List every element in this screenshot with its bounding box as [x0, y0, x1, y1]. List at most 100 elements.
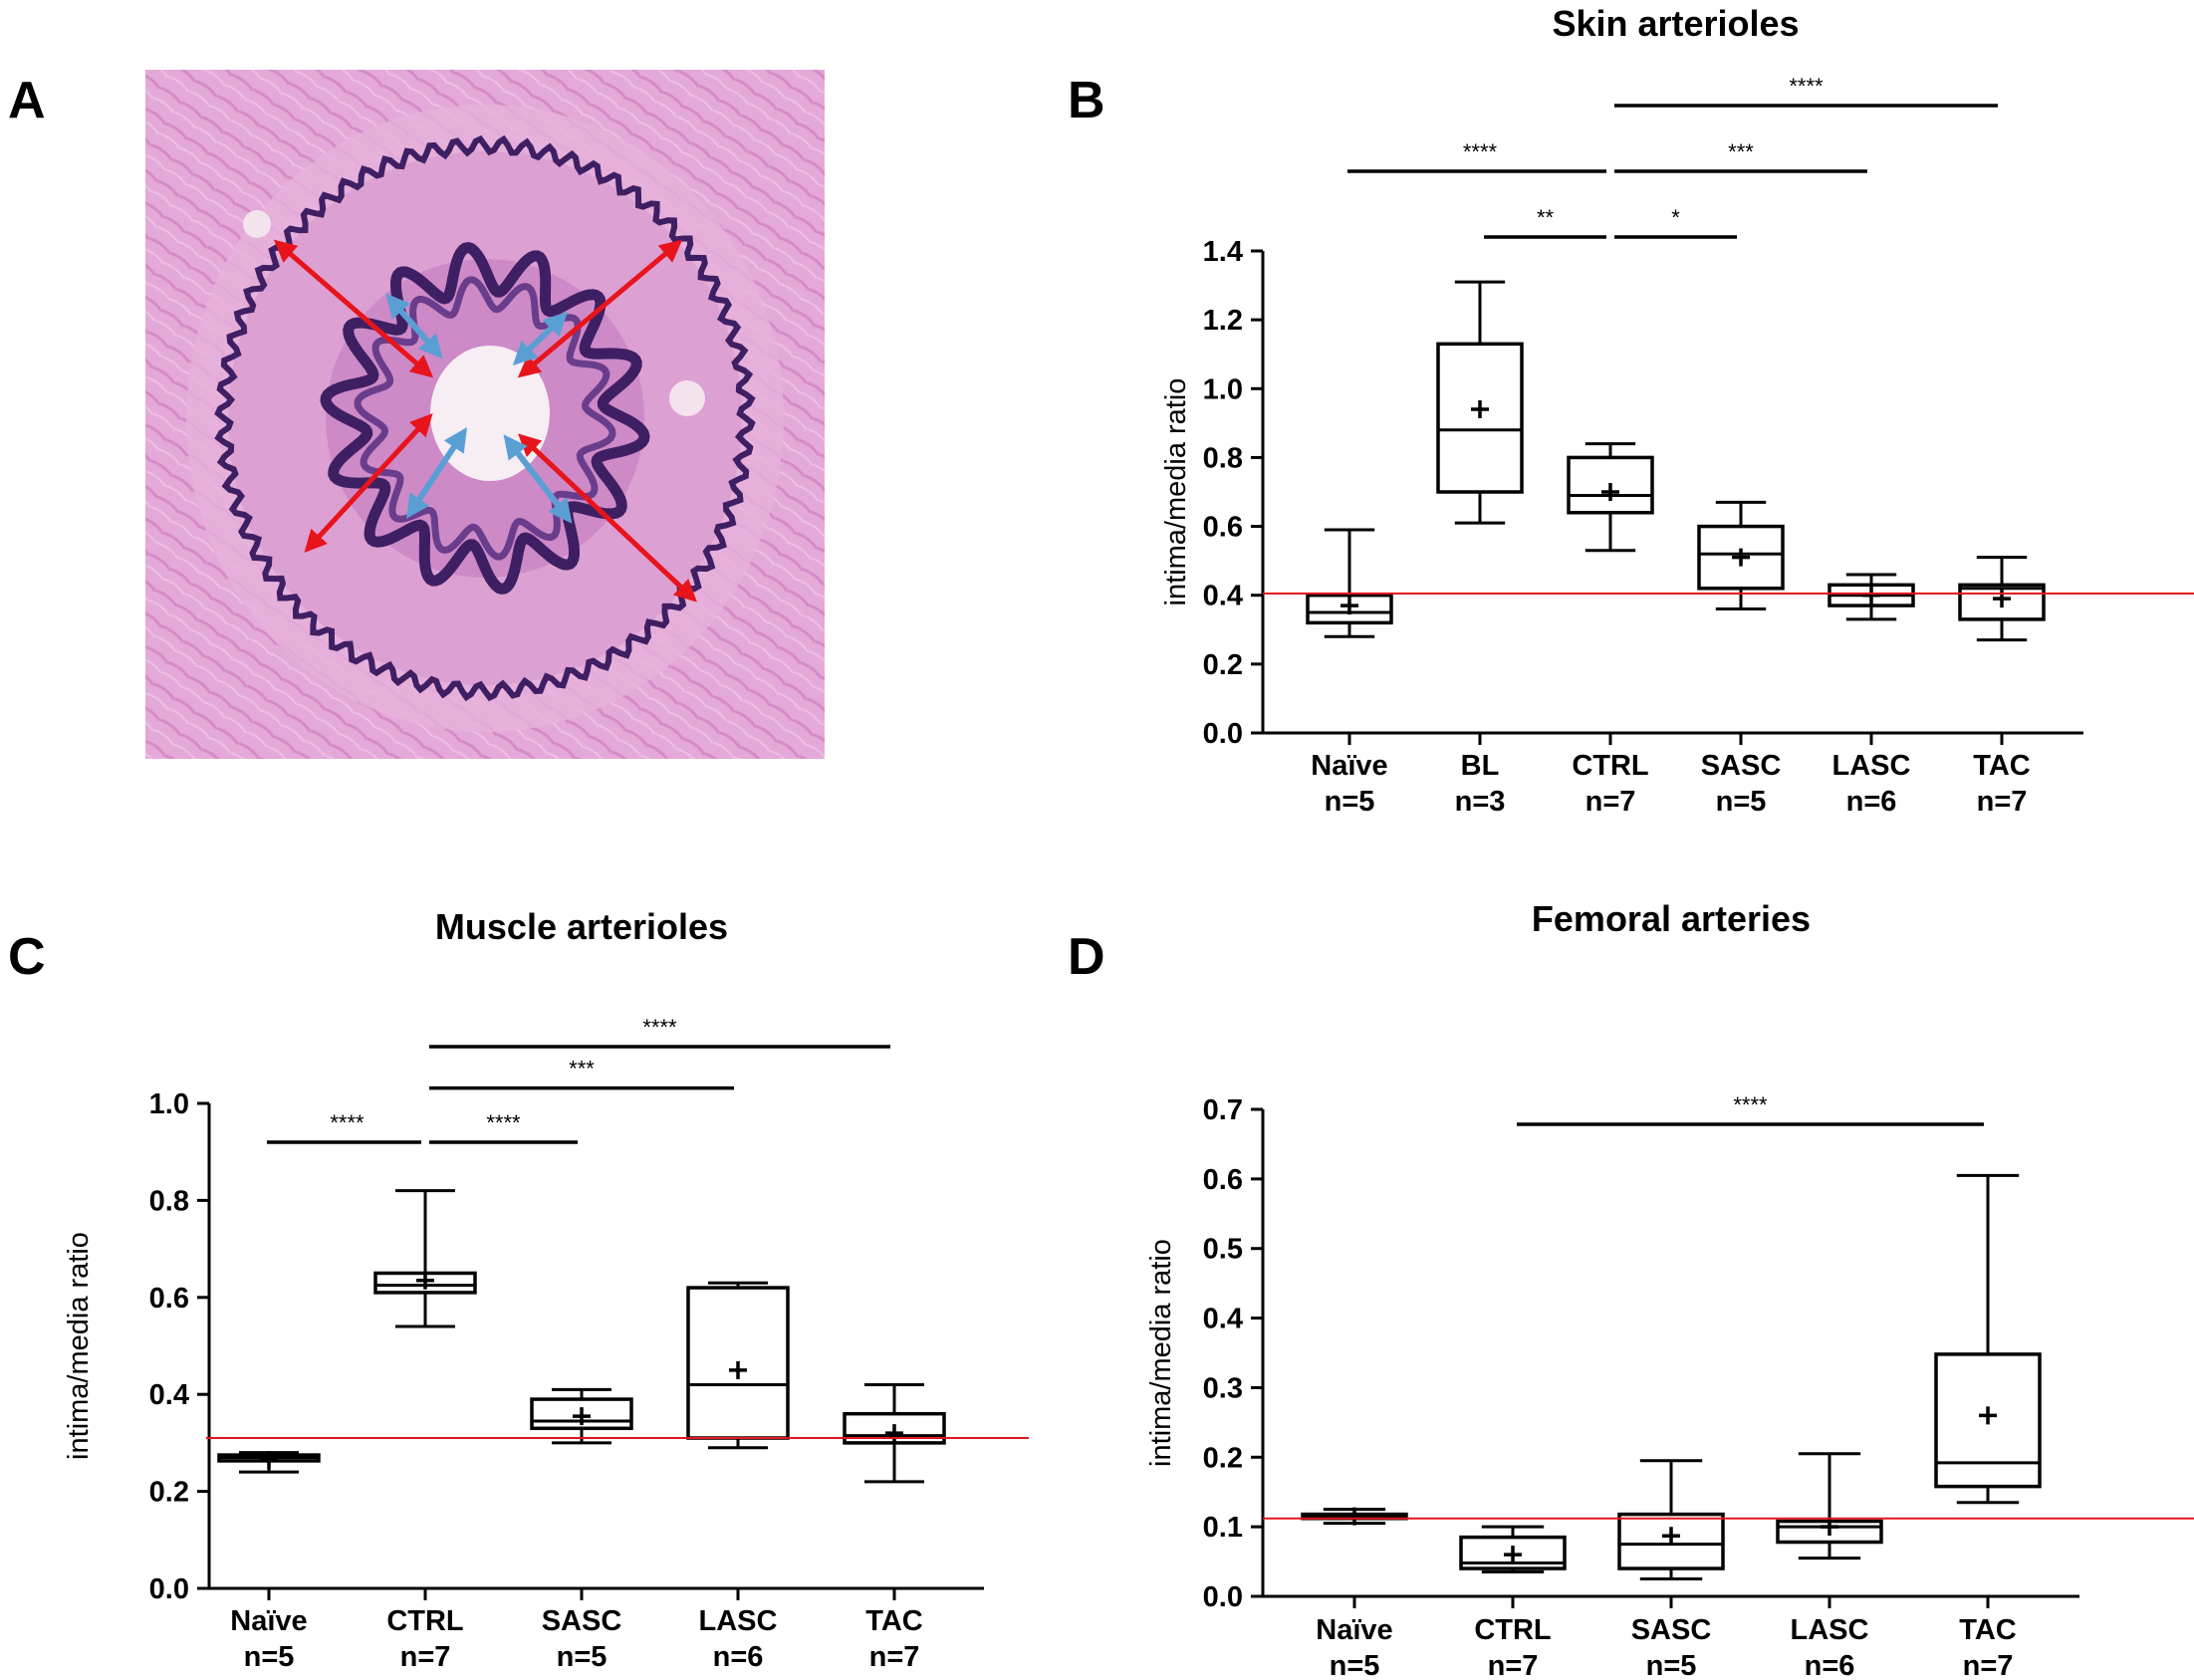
y-tick-label: 0.4 [1203, 581, 1243, 612]
category-n-label: n=7 [1488, 1650, 1539, 1680]
mean-marker [1471, 400, 1489, 419]
y-tick-label: 0.4 [149, 1379, 189, 1411]
mean-marker [1345, 1507, 1363, 1526]
significance-label: ** [1537, 205, 1555, 230]
y-tick-label: 1.2 [1203, 305, 1243, 337]
category-label: SASC [1631, 1614, 1712, 1646]
category-label: Naïve [230, 1605, 307, 1637]
category-label: CTRL [1474, 1614, 1551, 1646]
category-n-label: n=5 [1330, 1650, 1380, 1680]
category-label: BL [1461, 750, 1500, 782]
significance-label: **** [1789, 74, 1824, 99]
y-tick-label: 0.2 [1203, 1442, 1243, 1474]
chart-femoral-arteries: Femoral arteries intima/media ratio 0.0 0.1… [1145, 898, 2194, 1680]
category-label: CTRL [1572, 750, 1648, 782]
significance-label: **** [642, 1015, 677, 1040]
chart-title: Muscle arterioles [435, 906, 728, 947]
y-tick-label: 0.5 [1203, 1234, 1243, 1266]
y-tick-label: 0.2 [1203, 649, 1243, 681]
significance-label: **** [330, 1110, 365, 1135]
category-n-label: n=7 [1963, 1650, 2014, 1680]
y-tick-label: 0.7 [1203, 1094, 1243, 1126]
box-lasc [1828, 573, 1915, 621]
y-tick-label: 1.0 [1203, 373, 1243, 405]
category-label: TAC [1973, 750, 2031, 782]
category-label: LASC [1832, 750, 1911, 782]
category-n-label: n=6 [1846, 786, 1897, 818]
box-bl [1436, 280, 1524, 525]
mean-marker [729, 1360, 747, 1379]
category-label: SASC [542, 1605, 622, 1637]
category-label: SASC [1701, 750, 1782, 782]
box-ctrl [1567, 442, 1654, 553]
category-n-label: n=5 [1716, 786, 1767, 818]
mean-marker [1732, 548, 1750, 567]
y-tick-label: 0.3 [1203, 1372, 1243, 1404]
category-n-label: n=5 [1325, 786, 1375, 818]
significance-label: *** [1728, 139, 1754, 164]
y-tick-label: 0.0 [1203, 718, 1243, 750]
histology-image [145, 70, 825, 759]
category-n-label: n=7 [400, 1641, 451, 1673]
mean-marker [1662, 1527, 1680, 1546]
chart-title: Skin arterioles [1552, 3, 1799, 44]
mean-marker [1341, 597, 1358, 615]
category-n-label: n=7 [1585, 786, 1636, 818]
vessel-small-2 [243, 210, 271, 238]
panel-label-a: A [8, 72, 46, 129]
y-tick-label: 0.0 [1203, 1581, 1243, 1613]
mean-marker [1862, 586, 1880, 604]
mean-marker [260, 1450, 278, 1469]
y-tick-label: 0.6 [1203, 512, 1243, 544]
category-label: Naïve [1316, 1614, 1392, 1646]
category-n-label: n=7 [1977, 786, 2028, 818]
y-tick-label: 0.0 [149, 1573, 189, 1605]
chart-muscle-arterioles: Muscle arterioles intima/media ratio 0.0 0.… [63, 906, 1029, 1673]
box-tac [843, 1382, 946, 1484]
mean-marker [1821, 1518, 1838, 1537]
panel-label-c: C [8, 928, 46, 986]
panel-label-d: D [1068, 928, 1105, 986]
box-naïve [217, 1450, 321, 1474]
mean-marker [416, 1271, 434, 1290]
y-tick-label: 1.4 [1203, 236, 1243, 268]
category-label: TAC [1959, 1614, 2017, 1646]
category-n-label: n=6 [713, 1641, 764, 1673]
significance-label: * [1671, 205, 1680, 230]
category-n-label: n=3 [1455, 786, 1506, 818]
category-n-label: n=5 [1646, 1650, 1697, 1680]
mean-marker [1979, 1406, 1997, 1425]
category-n-label: n=7 [869, 1641, 920, 1673]
intima-thickness-arrow-1 [512, 311, 569, 366]
y-tick-label: 0.2 [149, 1477, 189, 1509]
category-label: Naïve [1311, 750, 1387, 782]
significance-label: *** [569, 1057, 595, 1081]
significance-label: **** [1733, 1092, 1768, 1117]
category-label: CTRL [386, 1605, 463, 1637]
mean-marker [1504, 1546, 1522, 1564]
y-axis-label: intima/media ratio [1145, 1239, 1177, 1467]
chart-title: Femoral arteries [1532, 898, 1811, 939]
box-ctrl [1459, 1525, 1567, 1574]
box-sasc [1697, 500, 1785, 611]
category-label: LASC [1791, 1614, 1869, 1646]
y-tick-label: 1.0 [149, 1088, 189, 1120]
box-naïve [1301, 1507, 1408, 1526]
significance-label: **** [1463, 139, 1498, 164]
y-axis-label: intima/media ratio [63, 1232, 95, 1460]
box-sasc [1617, 1459, 1725, 1581]
category-n-label: n=5 [244, 1641, 295, 1673]
vessel-small [669, 380, 705, 416]
category-n-label: n=5 [557, 1641, 608, 1673]
box-lasc [686, 1281, 790, 1450]
box-naïve [1306, 528, 1393, 638]
mean-marker [885, 1424, 903, 1443]
y-axis-label: intima/media ratio [1160, 378, 1192, 606]
significance-label: **** [486, 1110, 521, 1135]
box-tac [1958, 556, 2046, 642]
box-ctrl [373, 1189, 477, 1328]
external-elastic-lamina [214, 134, 756, 702]
y-tick-label: 0.8 [1203, 442, 1243, 474]
category-n-label: n=6 [1805, 1650, 1855, 1680]
